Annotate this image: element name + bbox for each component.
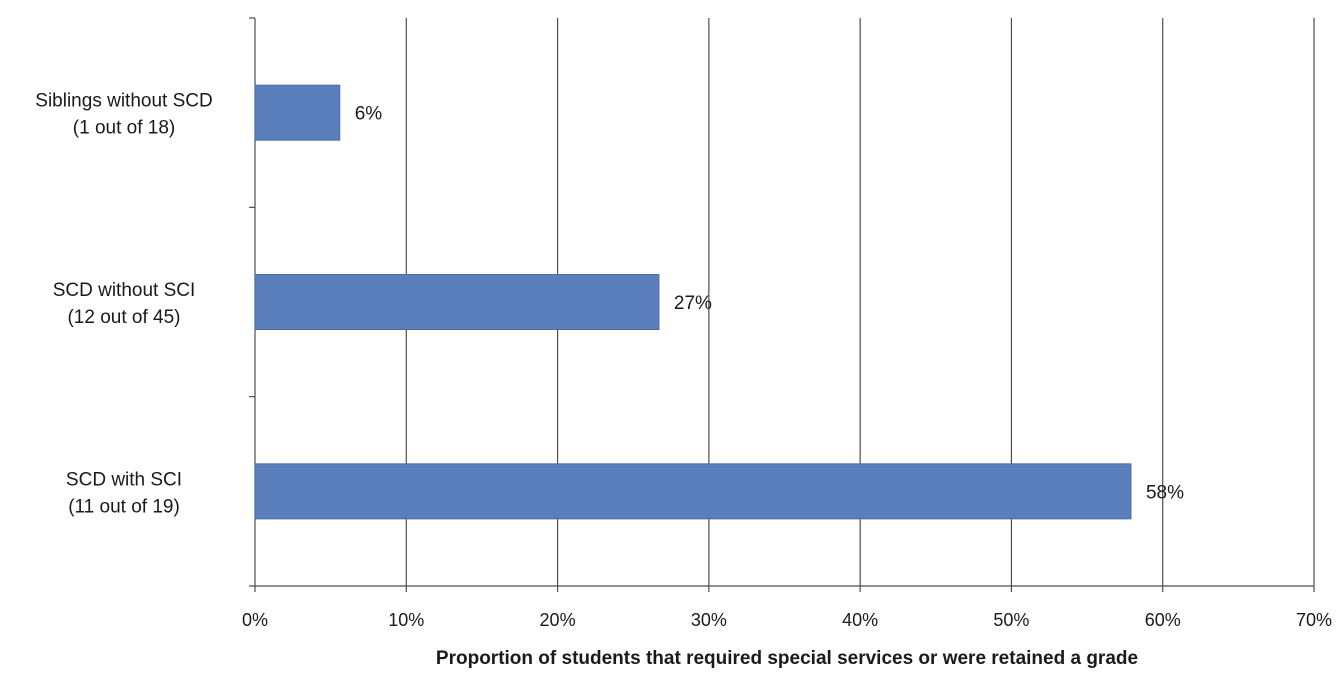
category-label: Siblings without SCD (1 out of 18) (35, 91, 212, 139)
category-label-line: SCD without SCI (53, 280, 196, 301)
category-label-line: SCD with SCI (66, 469, 182, 490)
x-tick-label: 60% (1145, 610, 1181, 630)
x-tick-label: 40% (842, 610, 878, 630)
bar (254, 84, 341, 141)
category-label-line: (12 out of 45) (67, 307, 180, 328)
category-label-line: (11 out of 19) (68, 496, 180, 517)
category-label: SCD without SCI (12 out of 45) (53, 280, 196, 328)
labels: 0% 10% 20% 30% 40% 50% 60% 70% 6% Siblings withou… (35, 91, 1332, 630)
bar-value-label: 58% (1146, 482, 1184, 503)
x-tick-label: 30% (691, 610, 727, 630)
x-tick-label: 50% (993, 610, 1029, 630)
bar (254, 463, 1132, 520)
x-tick-label: 70% (1296, 610, 1332, 630)
bar-value-label: 6% (355, 104, 383, 125)
x-tick-label: 10% (388, 610, 424, 630)
category-label-line: (1 out of 18) (73, 118, 175, 139)
bar (254, 274, 660, 330)
bars (254, 84, 1132, 520)
bar-value-label: 27% (674, 293, 712, 314)
x-axis-title: Proportion of students that required spe… (436, 648, 1138, 669)
category-label: SCD with SCI (11 out of 19) (66, 469, 182, 517)
grid-lines (405, 18, 1315, 586)
x-tick-label: 20% (540, 610, 576, 630)
x-tick-label: 0% (242, 610, 268, 630)
category-label-line: Siblings without SCD (35, 91, 212, 112)
